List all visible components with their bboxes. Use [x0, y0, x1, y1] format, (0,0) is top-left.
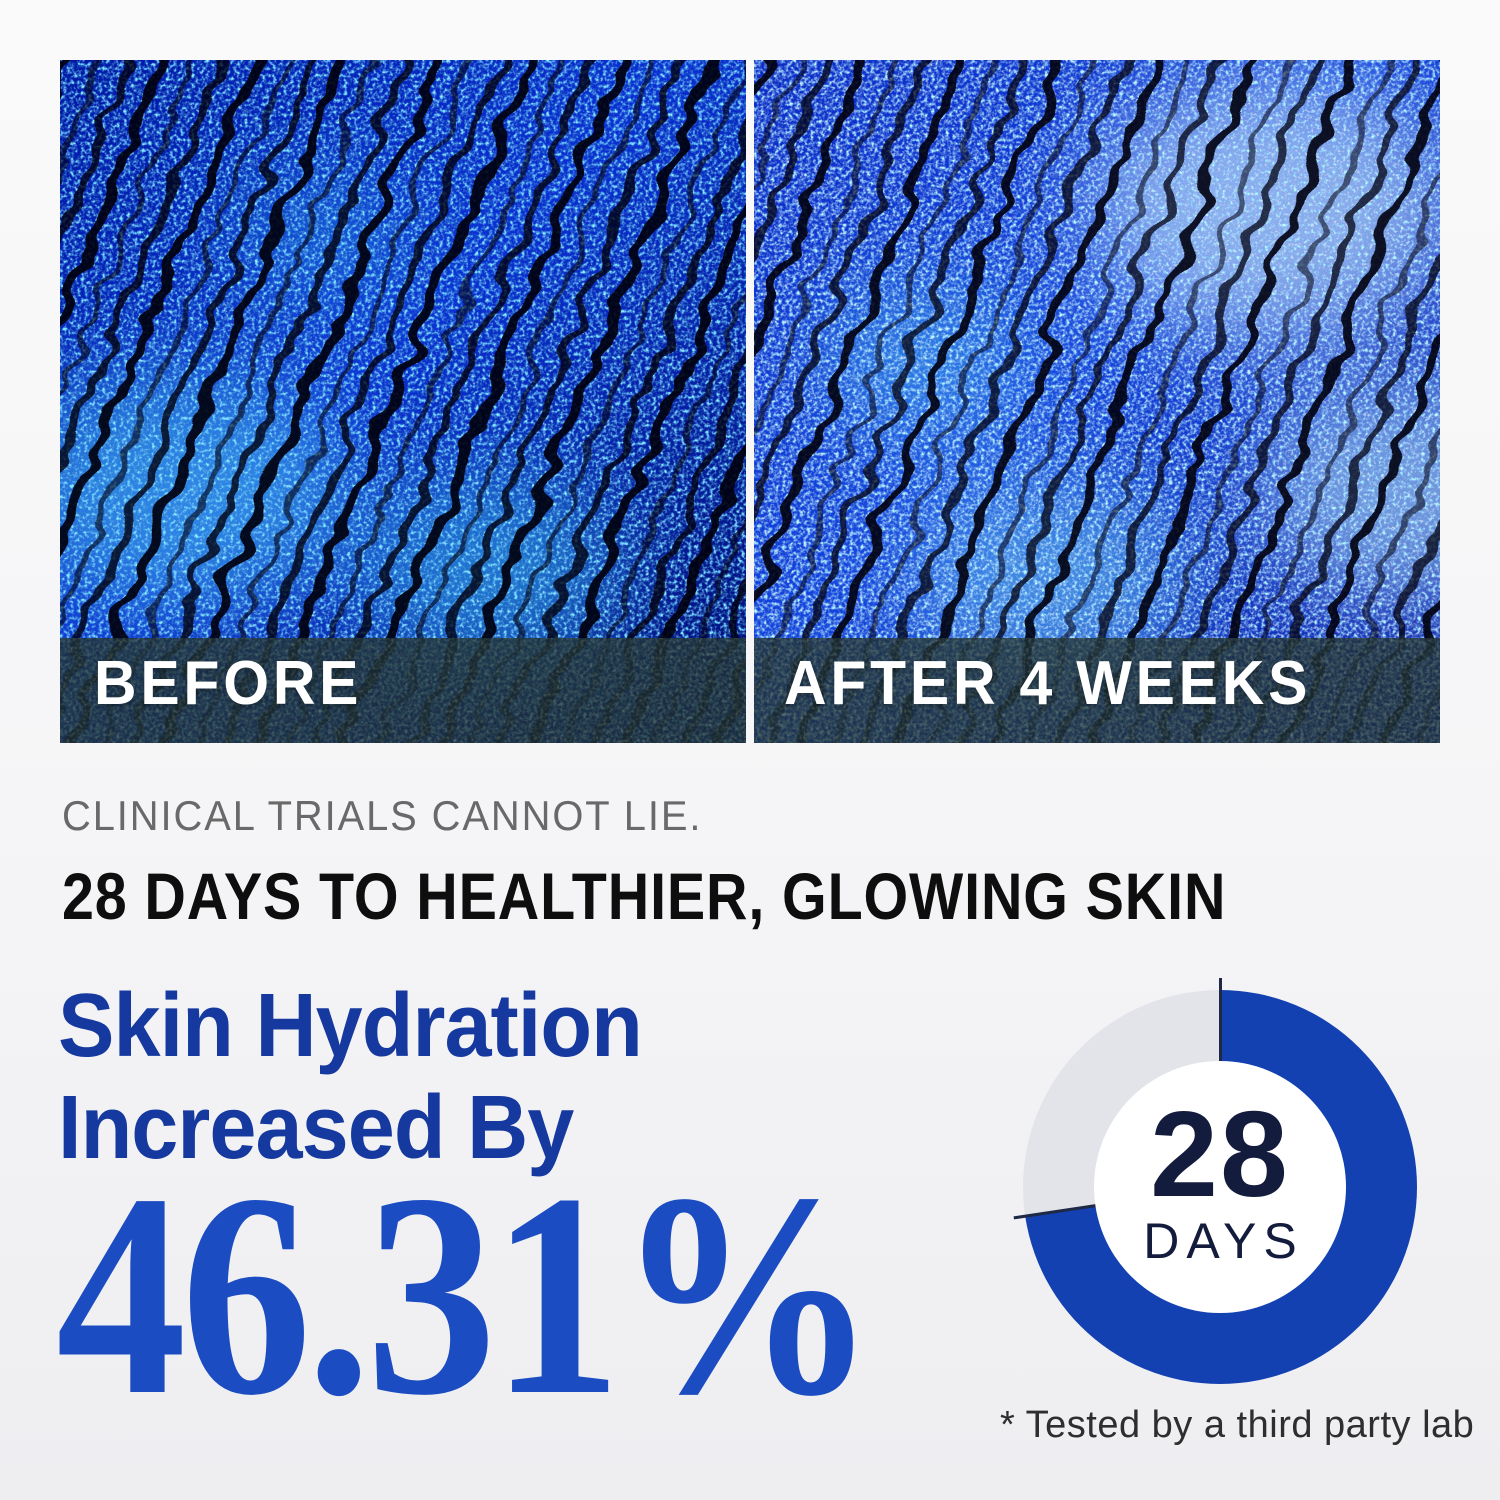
- gauge-unit: DAYS: [1143, 1213, 1304, 1270]
- before-image: BEFORE: [60, 60, 746, 743]
- after-skin-texture: [754, 60, 1440, 743]
- gauge-center: 28 DAYS: [1094, 1061, 1346, 1313]
- gauge-value: 28: [1150, 1085, 1290, 1222]
- footnote-text: * Tested by a third party lab: [1000, 1404, 1475, 1446]
- eyebrow-text: CLINICAL TRIALS CANNOT LIE.: [62, 792, 703, 839]
- after-image: AFTER 4 WEEKS: [754, 60, 1440, 743]
- headline-text: 28 DAYS TO HEALTHIER, GLOWING SKIN: [62, 859, 1227, 933]
- before-label: BEFORE: [94, 649, 363, 718]
- before-skin-texture: [60, 60, 746, 743]
- gauge-tick-end: [1013, 1202, 1105, 1220]
- hydration-gauge-ring: 28 DAYS: [1013, 978, 1417, 1384]
- stat-title: Skin Hydration Increased By: [58, 976, 643, 1179]
- gauge-tick-start: [1218, 978, 1222, 1070]
- stat-title-line1: Skin Hydration: [58, 976, 643, 1076]
- after-label: AFTER 4 WEEKS: [784, 649, 1312, 718]
- before-after-comparison: BEFORE: [60, 60, 1440, 743]
- stat-title-line2: Increased By: [58, 1077, 574, 1178]
- stat-value: 46.31%: [56, 1134, 877, 1455]
